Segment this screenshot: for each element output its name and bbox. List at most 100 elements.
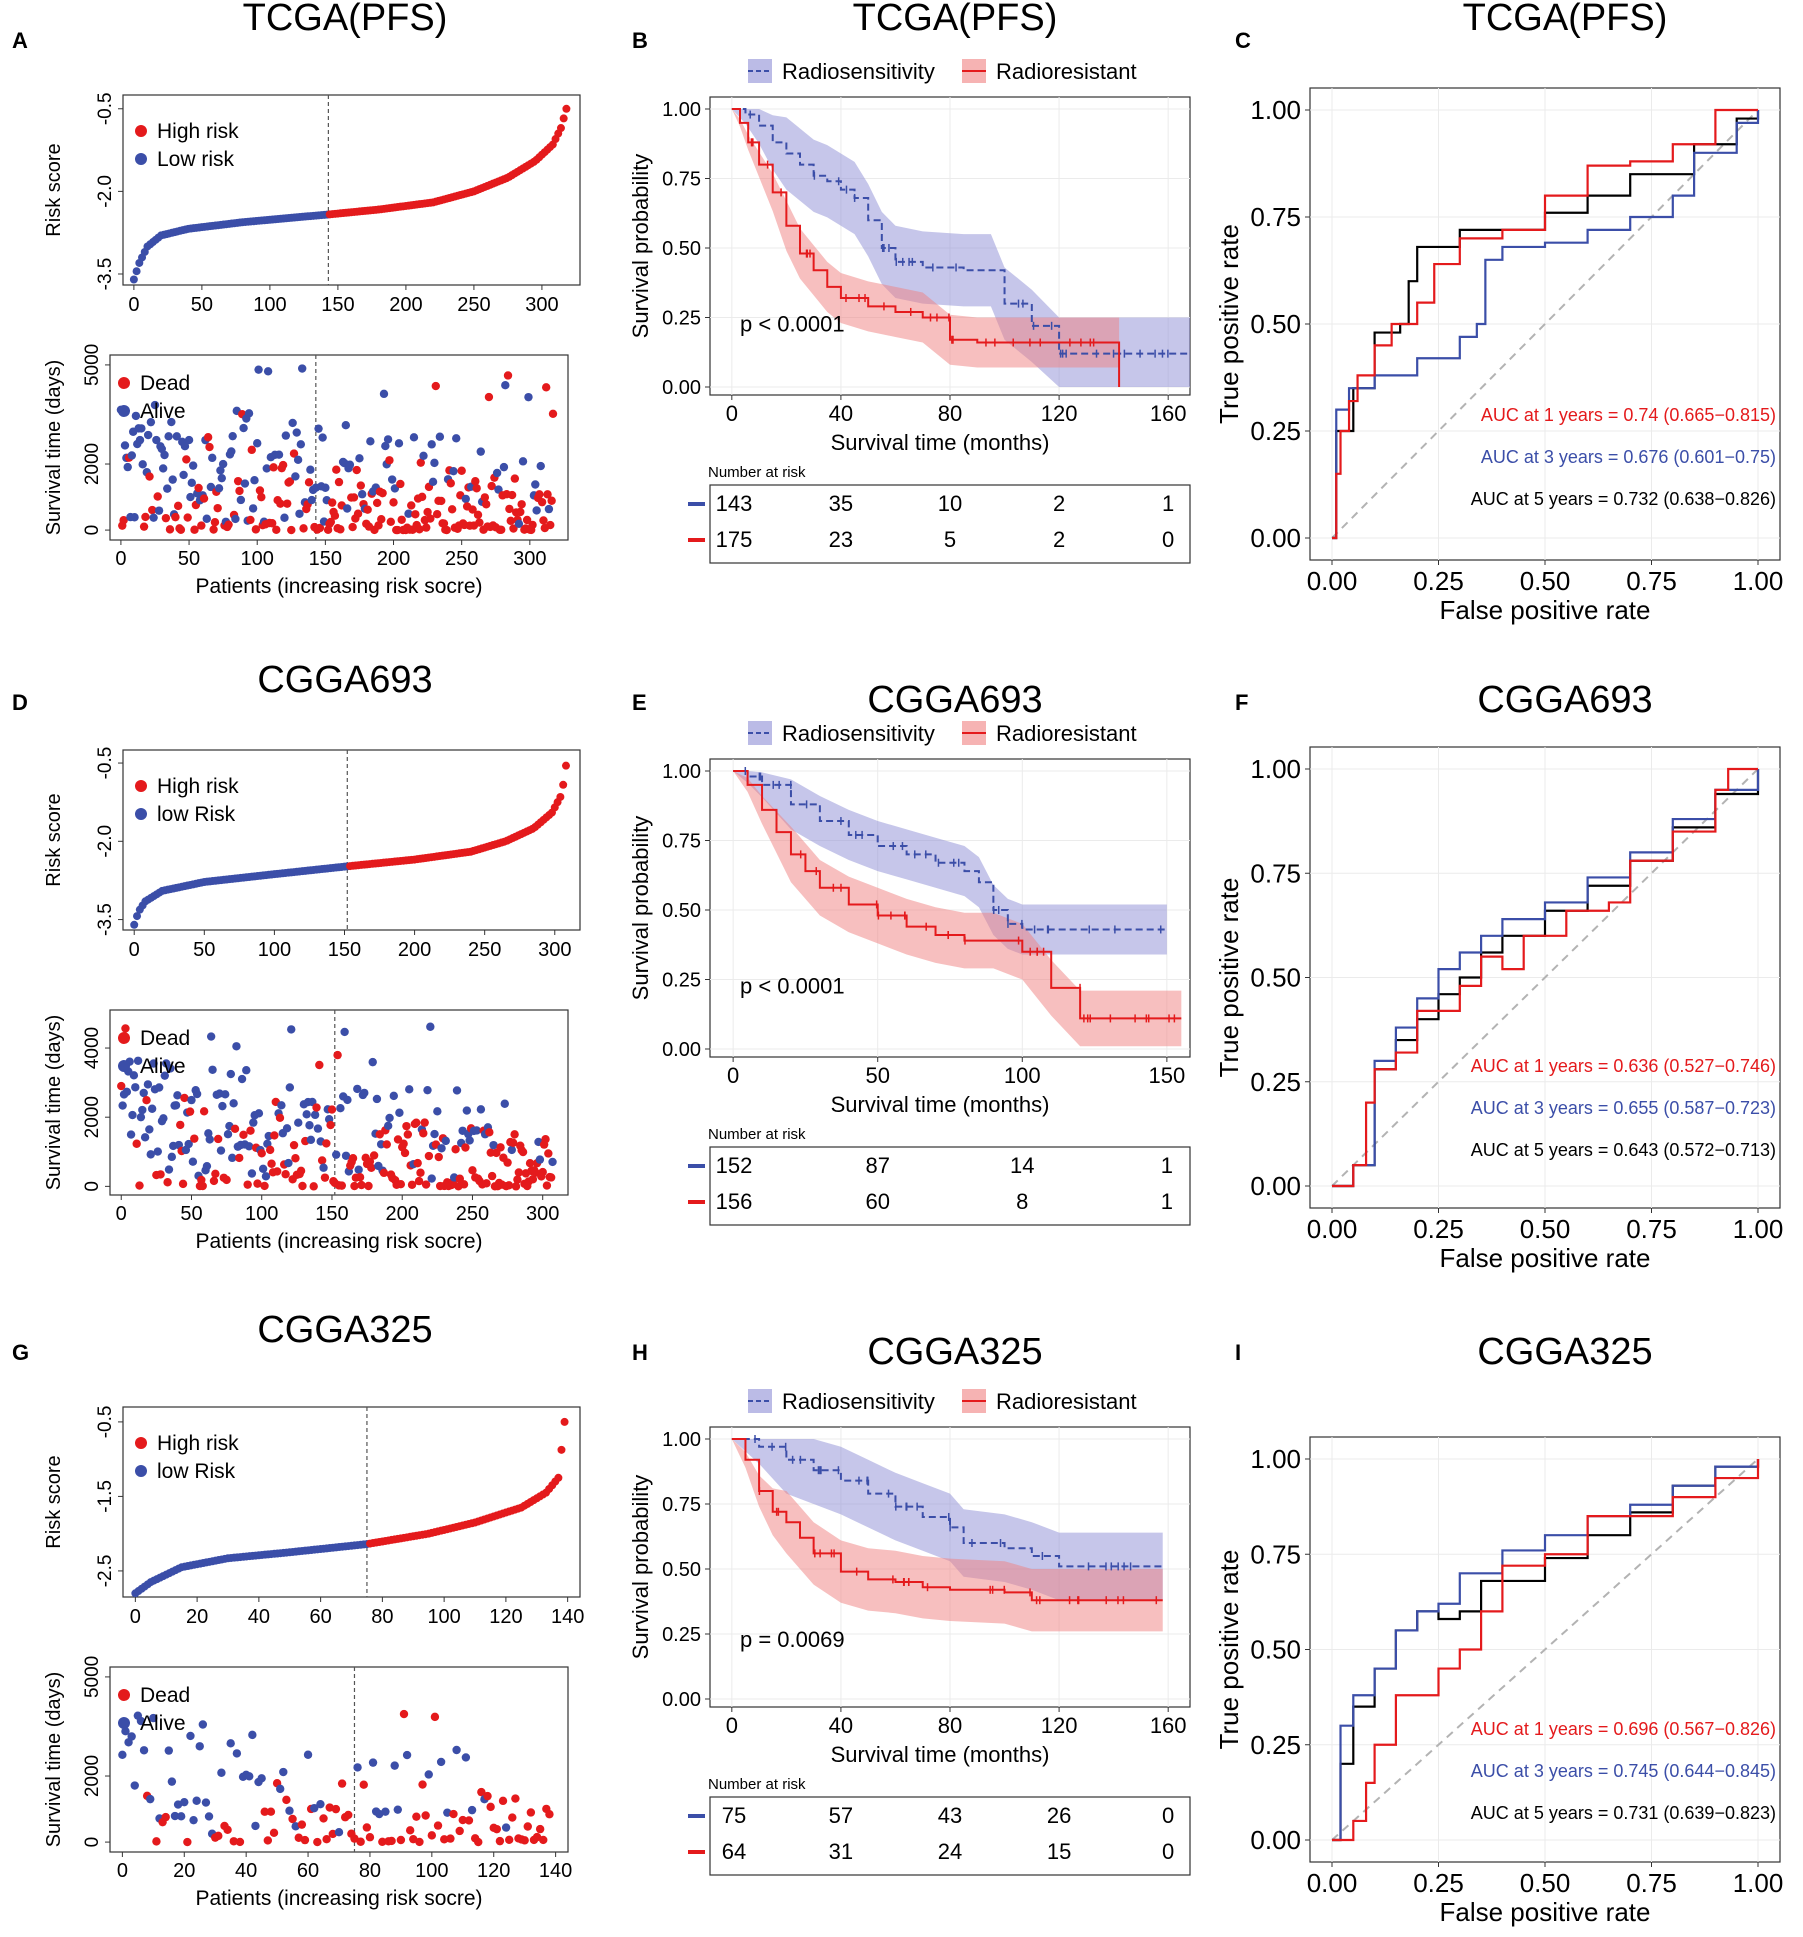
dead-patient-point <box>471 477 480 486</box>
auc-label-1-year: AUC at 1 years = 0.74 (0.665−0.815) <box>1481 405 1776 425</box>
y-tick-label: 0.25 <box>1250 1730 1301 1760</box>
x-tick-label: 40 <box>248 1606 270 1628</box>
x-tick-label: 50 <box>191 294 213 316</box>
dead-patient-point <box>183 1837 192 1847</box>
alive-patient-point <box>143 1080 153 1089</box>
alive-patient-point <box>146 417 156 427</box>
dead-patient-point <box>505 504 514 514</box>
y-tick-label: 0.25 <box>662 1624 701 1646</box>
high-risk-point <box>557 1445 566 1454</box>
dead-patient-point <box>199 494 209 503</box>
alive-patient-point <box>279 1767 288 1777</box>
x-tick-label: 1.00 <box>1733 1214 1784 1244</box>
x-tick-label: 40 <box>829 401 853 426</box>
high-risk-point <box>559 780 568 789</box>
dead-patient-point <box>497 525 506 534</box>
high-risk-point <box>560 1417 569 1426</box>
roc-curve-1-year <box>1332 1459 1760 1842</box>
dead-patient-point <box>330 511 340 520</box>
alive-patient-point <box>405 1085 414 1094</box>
dead-patient-point <box>161 513 171 523</box>
alive-patient-point <box>353 1084 362 1094</box>
alive-patient-point <box>277 1101 286 1110</box>
dead-patient-point <box>431 381 440 391</box>
dead-patient-point <box>528 520 537 530</box>
risk-table-title: Number at risk <box>708 464 806 481</box>
dead-patient-point <box>139 522 149 531</box>
legend-res-label: Radioresistant <box>996 59 1137 84</box>
dead-patient-point <box>270 1131 279 1140</box>
y-tick-label: 5000 <box>82 344 103 386</box>
legend-high-risk-marker <box>135 780 147 792</box>
y-tick-label: 2000 <box>82 1755 103 1797</box>
alive-patient-point <box>280 513 289 522</box>
km-y-label: Survival probability <box>628 816 653 1001</box>
alive-patient-point <box>173 1091 182 1100</box>
risk-table-frame <box>709 1796 1191 1876</box>
risk-table-cell: 64 <box>722 1839 746 1864</box>
x-tick-label: 150 <box>328 939 361 961</box>
alive-patient-point <box>154 506 164 515</box>
alive-patient-point <box>313 1124 323 1133</box>
alive-patient-point <box>218 459 228 469</box>
dead-patient-point <box>486 1802 495 1812</box>
alive-patient-point <box>244 1142 254 1151</box>
dead-patient-point <box>485 1128 494 1137</box>
alive-patient-point <box>404 509 413 518</box>
km-plot-title: CGGA325 <box>867 1331 1042 1373</box>
alive-patient-point <box>548 1157 557 1167</box>
dead-patient-point <box>535 490 544 499</box>
alive-patient-point <box>247 1169 257 1178</box>
roc-x-label: False positive rate <box>1440 595 1651 625</box>
dead-patient-point <box>372 498 382 508</box>
dead-patient-point <box>331 1804 341 1814</box>
km-plot-title: TCGA(PFS) <box>853 0 1058 39</box>
dead-patient-point <box>513 1175 522 1184</box>
dead-patient-point <box>230 1124 240 1134</box>
alive-patient-point <box>186 1731 195 1741</box>
x-tick-label: 100 <box>241 548 274 570</box>
legend-dead-label: Dead <box>140 372 190 395</box>
dead-patient-point <box>482 1179 491 1188</box>
dead-patient-point <box>326 517 336 527</box>
alive-patient-point <box>368 1758 378 1767</box>
dead-patient-point <box>349 493 359 502</box>
dead-patient-point <box>461 1143 470 1152</box>
dead-patient-point <box>355 1173 365 1182</box>
radiosensitivity-ci-band <box>731 1439 1163 1601</box>
radioresistant-ci-band <box>731 1439 1163 1632</box>
dead-patient-point <box>209 1176 219 1186</box>
legend-sens-label: Radiosensitivity <box>782 721 935 746</box>
alive-patient-point <box>535 1155 545 1164</box>
alive-patient-point <box>166 1064 175 1073</box>
alive-patient-point <box>423 1085 432 1095</box>
x-tick-label: 200 <box>398 939 431 961</box>
legend-sens-label: Radiosensitivity <box>782 59 935 84</box>
x-tick-label: 50 <box>865 1063 889 1088</box>
alive-patient-point <box>248 1730 257 1740</box>
dead-patient-point <box>315 1060 324 1070</box>
dead-patient-point <box>288 1814 297 1824</box>
dead-patient-point <box>419 1129 428 1138</box>
dead-patient-point <box>503 371 513 380</box>
high-risk-point <box>559 114 568 123</box>
alive-patient-point <box>248 504 258 513</box>
alive-patient-point <box>221 1090 230 1099</box>
x-tick-label: 100 <box>245 1203 278 1225</box>
alive-patient-point <box>160 1071 169 1080</box>
dead-patient-point <box>213 1134 223 1144</box>
alive-patient-point <box>159 1114 168 1123</box>
risk-table-cell: 23 <box>829 527 853 552</box>
alive-patient-point <box>122 1087 132 1097</box>
alive-patient-point <box>428 477 438 487</box>
dead-patient-point <box>356 1837 365 1846</box>
x-tick-label: 0.00 <box>1307 566 1358 596</box>
legend-alive-marker <box>118 1717 130 1729</box>
y-tick-label: 1.00 <box>1250 95 1301 125</box>
alive-patient-point <box>143 430 153 440</box>
low-risk-point <box>130 920 139 929</box>
dead-patient-point <box>400 1148 410 1158</box>
dead-patient-point <box>422 523 431 532</box>
alive-patient-point <box>126 1130 136 1139</box>
